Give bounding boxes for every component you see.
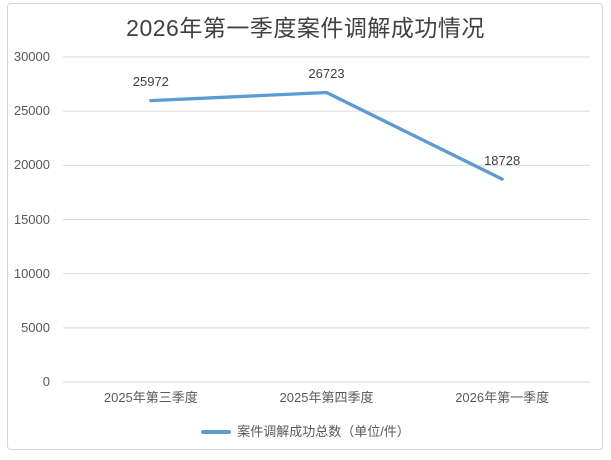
x-axis-category-label: 2026年第一季度 <box>455 390 550 405</box>
y-axis-tick-label: 10000 <box>13 265 50 281</box>
data-label: 25972 <box>132 74 169 90</box>
y-axis-tick-label: 15000 <box>13 211 50 227</box>
y-axis-tick-label: 20000 <box>13 157 50 173</box>
x-axis-category-label: 2025年第三季度 <box>103 390 198 405</box>
legend-label: 案件调解成功总数（单位/件） <box>237 424 410 439</box>
chart-border <box>7 3 603 450</box>
chart-title: 2026年第一季度案件调解成功情况 <box>126 15 485 41</box>
y-axis-tick-label: 25000 <box>13 103 50 119</box>
series-line <box>149 90 504 181</box>
legend-line-marker <box>201 430 232 434</box>
legend: 案件调解成功总数（单位/件） <box>7 423 604 441</box>
data-label: 26723 <box>308 66 345 81</box>
y-axis-tick-label: 30000 <box>13 49 50 64</box>
data-label: 18728 <box>484 152 521 168</box>
x-axis-category-label: 2025年第四季度 <box>279 390 374 405</box>
y-axis-tick-label: 0 <box>42 374 50 389</box>
y-axis-tick-label: 5000 <box>21 319 50 335</box>
